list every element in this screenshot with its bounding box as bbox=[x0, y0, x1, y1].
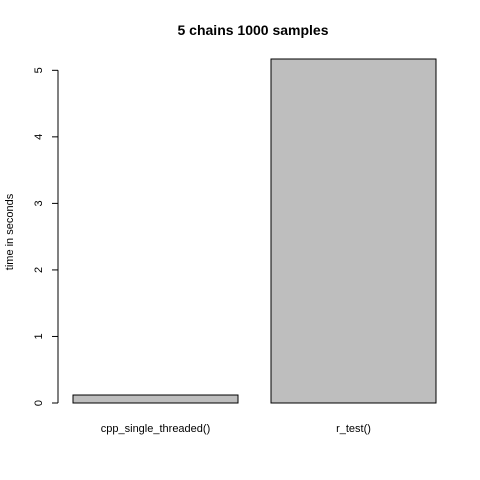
y-tick-label-2: 2 bbox=[33, 267, 45, 273]
bar-0 bbox=[72, 394, 239, 404]
category-label-0: cpp_single_threaded() bbox=[101, 423, 210, 435]
chart-title: 5 chains 1000 samples bbox=[178, 22, 329, 38]
category-labels: cpp_single_threaded() r_test() bbox=[101, 423, 371, 435]
y-axis-label: time in seconds bbox=[4, 193, 16, 270]
bar-1 bbox=[270, 58, 437, 404]
y-tick-label-4: 4 bbox=[33, 134, 45, 140]
bars-group bbox=[72, 58, 437, 404]
y-axis: 0 1 2 3 4 5 bbox=[33, 67, 59, 406]
y-tick-label-3: 3 bbox=[33, 200, 45, 206]
category-label-1: r_test() bbox=[336, 423, 371, 435]
y-tick-label-5: 5 bbox=[33, 67, 45, 73]
y-tick-label-0: 0 bbox=[33, 400, 45, 406]
y-tick-label-1: 1 bbox=[33, 333, 45, 339]
